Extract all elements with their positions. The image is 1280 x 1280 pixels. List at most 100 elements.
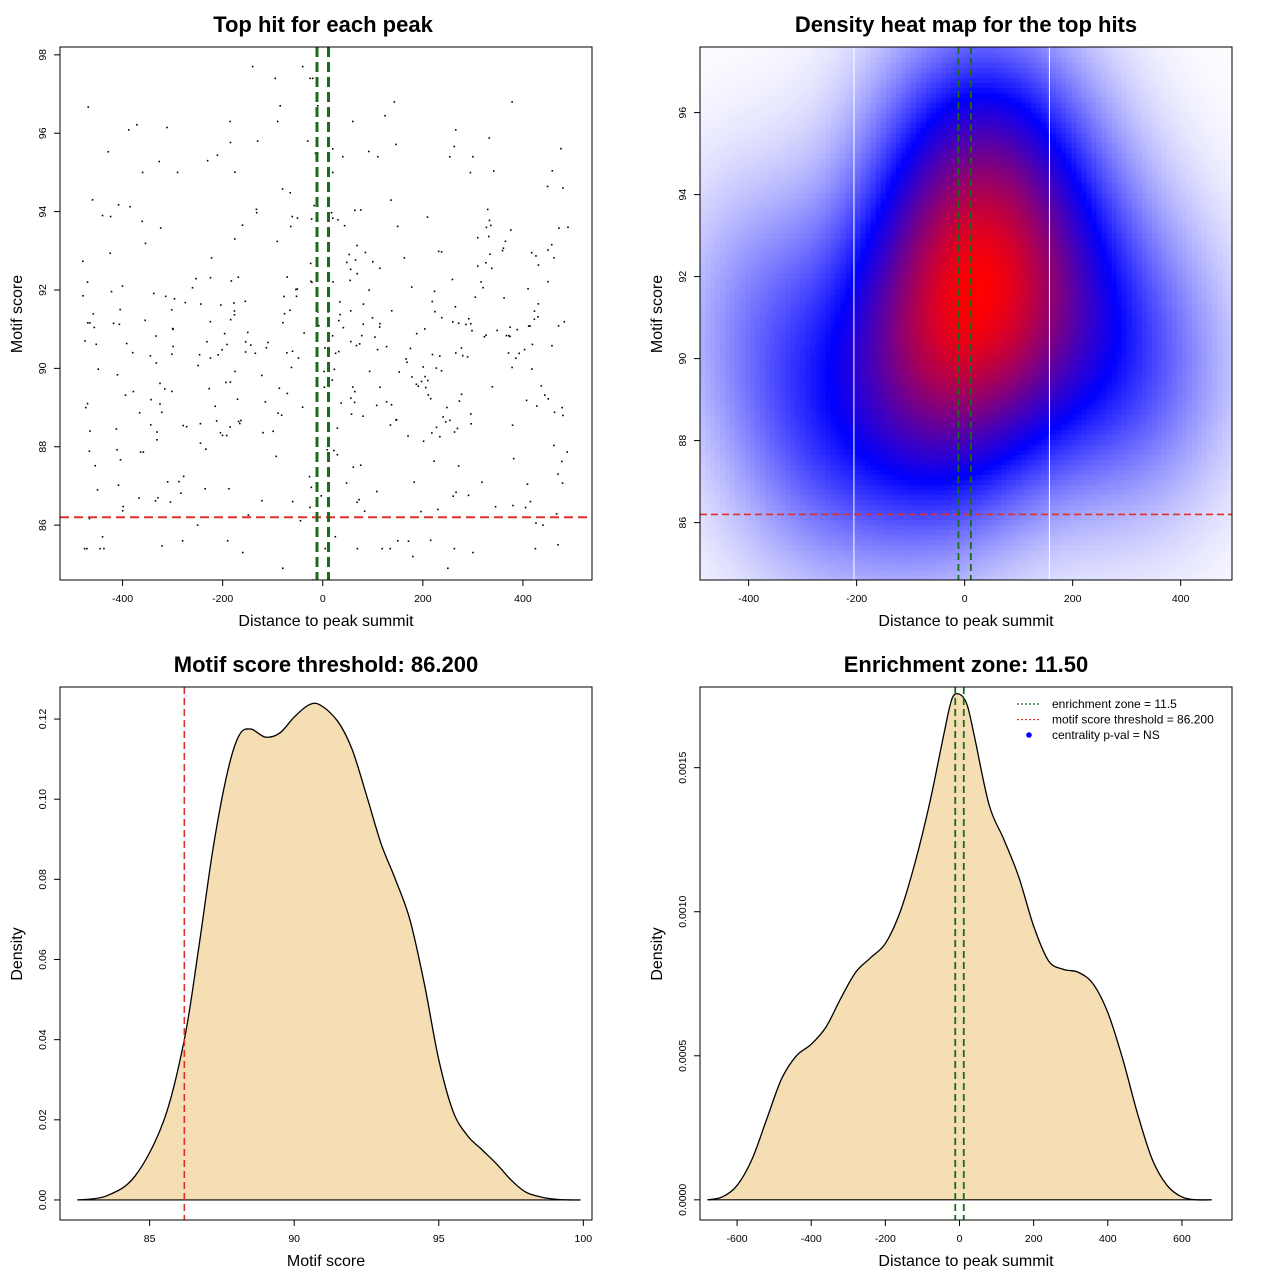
- scatter-point: [82, 294, 84, 297]
- heatmap-cell: [855, 363, 862, 370]
- scatter-point: [228, 487, 230, 490]
- heatmap-cell: [760, 429, 766, 435]
- heatmap-cell: [1186, 504, 1193, 511]
- heatmap-cell: [905, 404, 912, 410]
- heatmap-cell: [895, 383, 902, 390]
- heatmap-cell: [825, 529, 832, 536]
- heatmap-cell: [925, 414, 932, 420]
- scatter-point: [255, 211, 258, 214]
- heatmap-cell: [715, 564, 721, 571]
- heatmap-cell: [710, 524, 716, 531]
- heatmap-cell: [740, 564, 746, 571]
- heatmap-cell: [875, 509, 882, 516]
- heatmap-cell: [915, 373, 922, 380]
- heatmap-cell: [960, 519, 967, 526]
- heatmap-cell: [1001, 524, 1007, 531]
- heatmap-cell: [765, 383, 771, 390]
- heatmap-cell: [1126, 514, 1133, 521]
- heatmap-cell: [950, 414, 957, 420]
- heatmap-cell: [880, 444, 887, 450]
- scatter-point: [567, 226, 569, 229]
- heatmap-cell: [800, 469, 806, 476]
- heatmap-cell: [1001, 464, 1007, 470]
- heatmap-cell: [785, 424, 791, 430]
- heatmap-cell: [830, 519, 837, 526]
- scatter-point: [440, 316, 443, 319]
- heatmap-cell: [815, 414, 822, 420]
- heatmap-cell: [910, 514, 917, 521]
- heatmap-cell: [710, 439, 716, 445]
- heatmap-cell: [805, 519, 812, 526]
- heatmap-cell: [850, 429, 857, 435]
- heatmap-cell: [700, 454, 706, 460]
- scatter-point: [244, 351, 247, 353]
- heatmap-cell: [1091, 378, 1098, 385]
- heatmap-cell: [720, 519, 726, 526]
- heatmap-cell: [1081, 524, 1088, 531]
- heatmap-cell: [1186, 479, 1193, 486]
- heatmap-cell: [1071, 554, 1078, 561]
- heatmap-cell: [800, 424, 806, 430]
- heatmap-cell: [805, 489, 812, 496]
- scatter-point: [178, 480, 180, 483]
- heatmap-cell: [971, 404, 977, 410]
- heatmap-cell: [1041, 409, 1047, 415]
- heatmap-cell: [1096, 509, 1103, 516]
- heatmap-cell: [755, 439, 761, 445]
- heatmap-cell: [971, 429, 977, 435]
- heatmap-cell: [740, 368, 746, 375]
- scatter-point: [339, 313, 342, 316]
- heatmap-cell: [855, 434, 862, 440]
- scatter-point: [455, 352, 457, 354]
- heatmap-cell: [1061, 459, 1067, 465]
- heatmap-cell: [720, 454, 726, 460]
- heatmap-cell: [710, 559, 716, 566]
- heatmap-cell: [1026, 378, 1032, 385]
- scatter-point: [439, 435, 441, 438]
- heatmap-cell: [925, 409, 932, 415]
- heatmap-cell: [1146, 439, 1153, 445]
- heatmap-cell: [1081, 373, 1088, 380]
- heatmap-cell: [910, 363, 917, 370]
- heatmap-cell: [1066, 378, 1072, 385]
- heatmap-cell: [1126, 569, 1133, 576]
- heatmap-cell: [1121, 559, 1128, 566]
- heatmap-cell: [1026, 469, 1032, 476]
- heatmap-cell: [805, 559, 812, 566]
- heatmap-cell: [1016, 494, 1022, 501]
- heatmap-cell: [845, 479, 852, 486]
- heatmap-cell: [875, 569, 882, 576]
- heatmap-cell: [1161, 388, 1168, 395]
- heatmap-cell: [1131, 554, 1138, 561]
- heatmap-cell: [840, 554, 847, 561]
- heatmap-cell: [986, 489, 992, 496]
- heatmap-cell: [1226, 499, 1232, 506]
- heatmap-cell: [930, 529, 937, 536]
- heatmap-cell: [810, 398, 817, 405]
- heatmap-cell: [1056, 388, 1062, 395]
- heatmap-cell: [780, 434, 786, 440]
- heatmap-cell: [1196, 454, 1203, 460]
- heatmap-cell: [895, 484, 902, 491]
- heatmap-cell: [900, 368, 907, 375]
- heatmap-cell: [895, 439, 902, 445]
- heatmap-cell: [1126, 429, 1133, 435]
- heatmap-cell: [780, 574, 786, 580]
- heatmap-cell: [1201, 549, 1208, 556]
- heatmap-cell: [1226, 378, 1232, 385]
- heatmap-cell: [1061, 574, 1067, 580]
- heatmap-cell: [950, 564, 957, 571]
- heatmap-cell: [720, 398, 726, 405]
- heatmap-cell: [1091, 393, 1098, 400]
- heatmap-cell: [1196, 414, 1203, 420]
- heatmap-cell: [720, 414, 726, 420]
- scatter-point: [241, 224, 244, 226]
- heatmap-cell: [1116, 554, 1123, 561]
- heatmap-cell: [1011, 504, 1017, 511]
- heatmap-cell: [1051, 529, 1057, 536]
- heatmap-cell: [1151, 434, 1158, 440]
- heatmap-cell: [765, 484, 771, 491]
- heatmap-cell: [1101, 459, 1108, 465]
- heatmap-cell: [971, 388, 977, 395]
- heatmap-cell: [1186, 564, 1193, 571]
